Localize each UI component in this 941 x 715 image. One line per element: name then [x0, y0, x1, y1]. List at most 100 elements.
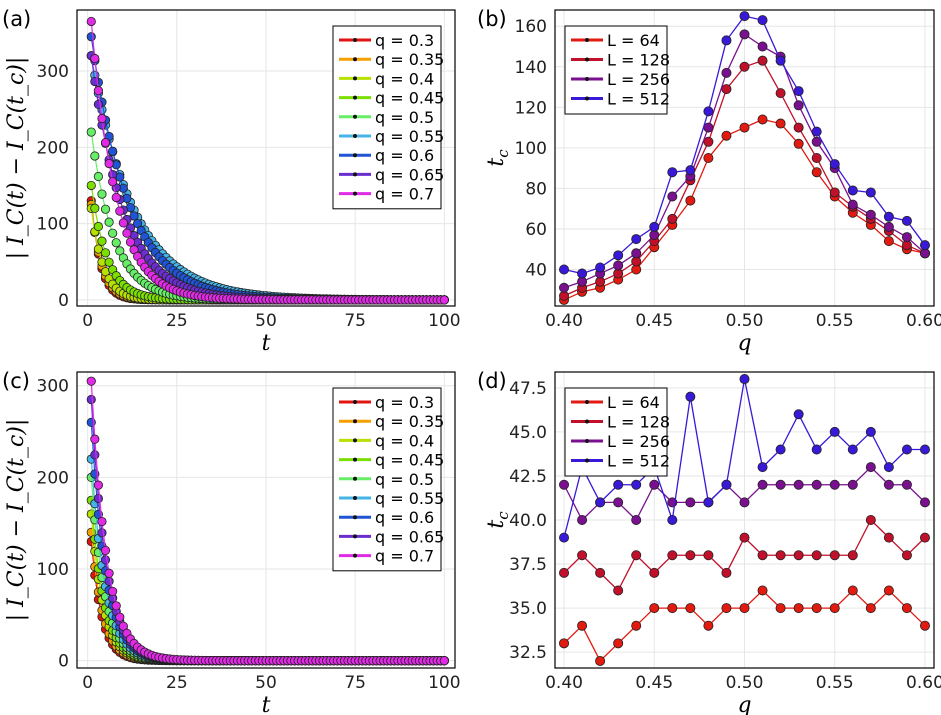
- data-point: [613, 638, 624, 649]
- data-point: [703, 497, 714, 508]
- y-tick-label: 100: [37, 215, 69, 235]
- data-point: [811, 444, 822, 455]
- data-point: [757, 55, 768, 66]
- data-point: [847, 444, 858, 455]
- data-point: [439, 295, 449, 305]
- data-point: [649, 221, 660, 232]
- y-tick-label: 40.0: [509, 511, 547, 531]
- data-point: [721, 67, 732, 78]
- x-tick-label: 100: [428, 311, 460, 331]
- data-point: [631, 620, 642, 631]
- data-point: [811, 479, 822, 490]
- plot-area: [86, 376, 449, 666]
- data-point: [865, 209, 876, 220]
- data-point: [793, 409, 804, 420]
- plot-area: [559, 374, 930, 666]
- data-point: [100, 555, 111, 565]
- data-point: [559, 532, 570, 543]
- panel-b: 0.40 0.45 0.50 0.55 0.60 40 60 80 100 120 140 160 (b…: [477, 7, 941, 356]
- y-tick-label: 47.5: [509, 379, 547, 399]
- legend-label: q = 0.65: [375, 165, 444, 184]
- legend-label: q = 0.5: [375, 108, 434, 127]
- data-point: [595, 262, 606, 273]
- data-point: [97, 113, 107, 124]
- data-point: [703, 620, 714, 631]
- data-point: [93, 493, 103, 504]
- x-tick-label: 75: [344, 673, 366, 693]
- legend-label: L = 256: [607, 70, 670, 89]
- data-point: [104, 217, 114, 227]
- data-point: [595, 655, 606, 666]
- data-point: [739, 374, 750, 385]
- data-point: [631, 234, 642, 245]
- y-tick-label: 160: [515, 17, 547, 37]
- y-tick-label: 42.5: [509, 467, 547, 487]
- y-tick-label: 300: [37, 62, 69, 82]
- x-axis-label: t: [262, 693, 271, 715]
- legend-marker: [585, 458, 589, 463]
- plot-frame: [76, 9, 456, 307]
- data-point: [793, 100, 804, 111]
- y-tick-label: 80: [525, 179, 547, 199]
- y-tick-label: 120: [515, 98, 547, 118]
- data-point: [649, 479, 660, 490]
- legend-label: q = 0.35: [375, 50, 444, 69]
- data-point: [129, 211, 139, 221]
- data-point: [118, 218, 128, 228]
- data-point: [649, 567, 660, 578]
- legend-label: L = 64: [607, 31, 660, 50]
- data-point: [90, 53, 100, 64]
- data-point: [100, 204, 111, 214]
- data-point: [865, 462, 876, 473]
- legend-marker: [353, 553, 357, 558]
- legend-marker: [585, 96, 589, 101]
- data-point: [739, 532, 750, 543]
- data-point: [721, 35, 732, 46]
- data-point: [757, 462, 768, 473]
- legend-marker: [585, 38, 589, 42]
- data-point: [901, 550, 912, 561]
- data-point: [97, 516, 107, 527]
- data-point: [631, 550, 642, 561]
- data-point: [90, 450, 100, 460]
- legend-label: q = 0.45: [375, 89, 444, 108]
- legend: q = 0.3q = 0.35q = 0.4q = 0.45q = 0.5q =…: [332, 25, 444, 210]
- legend-label: q = 0.5: [375, 470, 434, 489]
- data-point: [919, 532, 930, 543]
- legend-label: L = 64: [607, 393, 660, 412]
- data-point: [829, 479, 840, 490]
- legend-label: q = 0.6: [375, 508, 434, 527]
- x-tick-label: 0.40: [545, 311, 583, 331]
- data-point: [775, 479, 786, 490]
- panel-label: (c): [2, 369, 30, 393]
- y-tick-label: 300: [37, 377, 69, 397]
- legend-marker: [353, 496, 357, 500]
- data-point: [613, 250, 624, 261]
- data-point: [613, 479, 624, 490]
- data-point: [111, 238, 121, 248]
- data-point: [721, 84, 732, 95]
- data-point: [757, 585, 768, 596]
- x-tick-label: 0.55: [816, 311, 854, 331]
- x-tick-label: 0.45: [635, 673, 673, 693]
- legend-label: q = 0.6: [375, 146, 434, 165]
- data-point: [122, 228, 132, 238]
- data-point: [559, 567, 570, 578]
- panel-a: 0 25 50 75 100 0 100 200 300 (a) t | I_C(t) − I_C(t…: [2, 7, 461, 356]
- legend-label: q = 0.35: [375, 412, 444, 431]
- data-point: [811, 603, 822, 614]
- data-point: [559, 282, 570, 293]
- data-point: [829, 187, 840, 198]
- data-point: [86, 394, 96, 405]
- data-point: [93, 86, 103, 96]
- data-point: [775, 118, 786, 129]
- data-point: [811, 167, 822, 178]
- data-point: [883, 462, 894, 473]
- data-point: [613, 260, 624, 271]
- legend-marker: [353, 515, 357, 520]
- legend-label: L = 256: [607, 432, 670, 451]
- data-point: [883, 211, 894, 222]
- data-point: [757, 41, 768, 52]
- legend-label: L = 512: [607, 452, 670, 471]
- data-point: [685, 603, 696, 614]
